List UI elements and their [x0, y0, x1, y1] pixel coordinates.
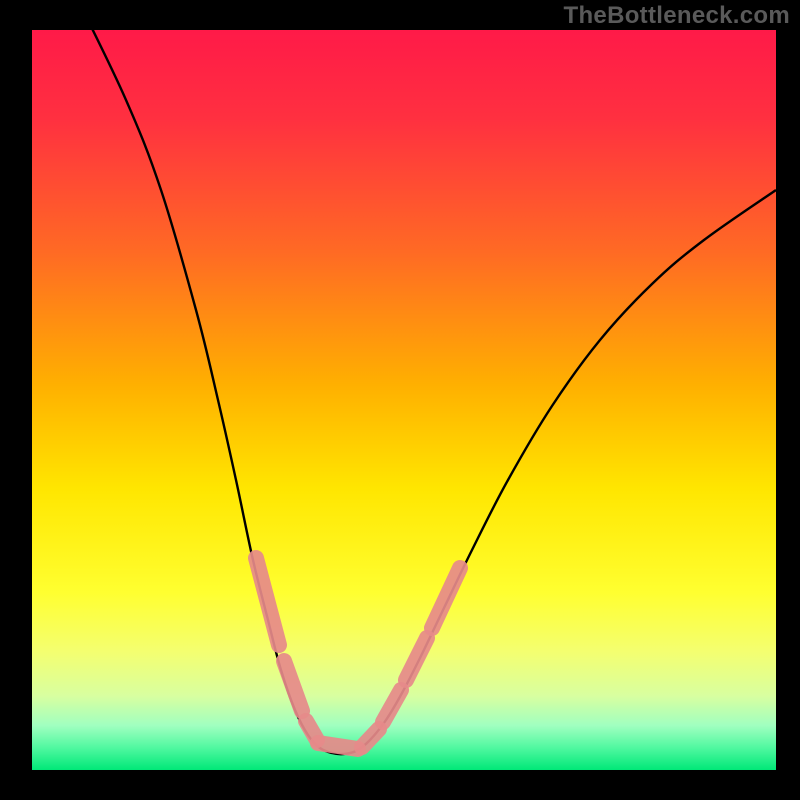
chart-stage: TheBottleneck.com	[0, 0, 800, 800]
chart-svg	[0, 0, 800, 800]
watermark-text: TheBottleneck.com	[564, 2, 790, 30]
marker-segment	[318, 743, 358, 749]
